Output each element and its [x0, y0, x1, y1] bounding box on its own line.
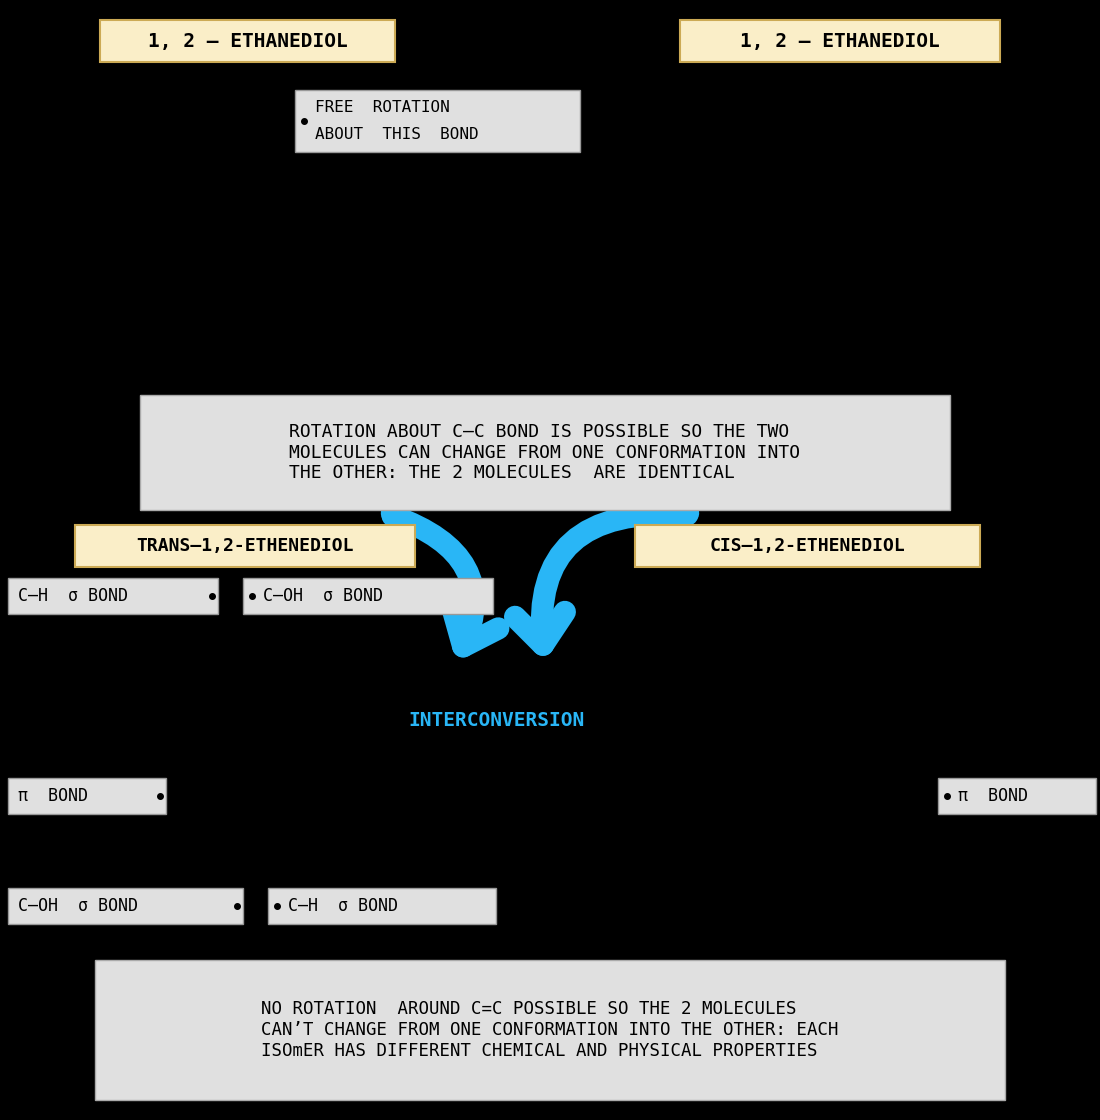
FancyBboxPatch shape: [100, 20, 395, 62]
FancyBboxPatch shape: [75, 525, 415, 567]
FancyBboxPatch shape: [635, 525, 980, 567]
FancyBboxPatch shape: [243, 578, 493, 614]
Text: TRANS–1,2-ETHENEDIOL: TRANS–1,2-ETHENEDIOL: [136, 536, 354, 556]
FancyBboxPatch shape: [140, 395, 950, 510]
FancyBboxPatch shape: [8, 578, 218, 614]
FancyBboxPatch shape: [268, 888, 496, 924]
Text: π  BOND: π BOND: [958, 787, 1028, 805]
Text: C–OH  σ BOND: C–OH σ BOND: [263, 587, 383, 605]
FancyArrowPatch shape: [392, 432, 689, 513]
Text: 1, 2 – ETHANEDIOL: 1, 2 – ETHANEDIOL: [740, 31, 939, 50]
FancyBboxPatch shape: [295, 90, 580, 152]
Text: ABOUT  THIS  BOND: ABOUT THIS BOND: [315, 128, 478, 142]
FancyBboxPatch shape: [680, 20, 1000, 62]
FancyArrowPatch shape: [515, 514, 688, 645]
Text: NO ROTATION  AROUND C=C POSSIBLE SO THE 2 MOLECULES
CAN’T CHANGE FROM ONE CONFOR: NO ROTATION AROUND C=C POSSIBLE SO THE 2…: [262, 1000, 838, 1060]
Text: ROTATION ABOUT C–C BOND IS POSSIBLE SO THE TWO
MOLECULES CAN CHANGE FROM ONE CON: ROTATION ABOUT C–C BOND IS POSSIBLE SO T…: [289, 422, 801, 483]
Text: 1, 2 – ETHANEDIOL: 1, 2 – ETHANEDIOL: [147, 31, 348, 50]
Text: FREE  ROTATION: FREE ROTATION: [315, 100, 450, 115]
Text: C–H  σ BOND: C–H σ BOND: [288, 897, 398, 915]
Text: C–H  σ BOND: C–H σ BOND: [18, 587, 128, 605]
Text: π  BOND: π BOND: [18, 787, 88, 805]
FancyBboxPatch shape: [8, 778, 166, 814]
FancyBboxPatch shape: [938, 778, 1096, 814]
FancyBboxPatch shape: [8, 888, 243, 924]
FancyArrowPatch shape: [393, 516, 498, 646]
Text: INTERCONVERSION: INTERCONVERSION: [408, 710, 584, 729]
FancyBboxPatch shape: [95, 960, 1005, 1100]
Text: CIS–1,2-ETHENEDIOL: CIS–1,2-ETHENEDIOL: [710, 536, 905, 556]
Text: C–OH  σ BOND: C–OH σ BOND: [18, 897, 138, 915]
